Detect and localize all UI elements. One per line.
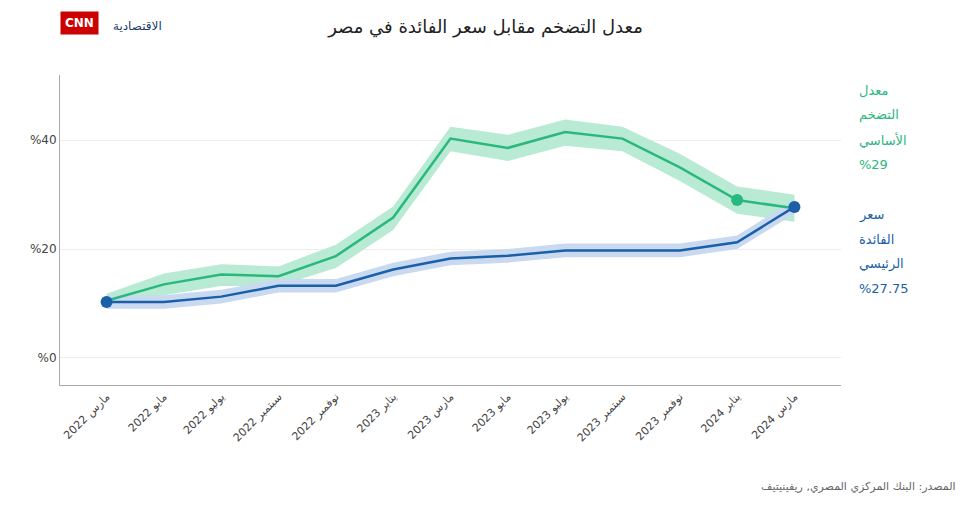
svg-text:%40: %40 bbox=[30, 133, 57, 147]
svg-text:يوليو 2023: يوليو 2023 bbox=[525, 391, 571, 437]
svg-text:الرئيسي: الرئيسي bbox=[859, 256, 904, 272]
svg-text:CNN: CNN bbox=[65, 16, 94, 30]
svg-text:مايو 2023: مايو 2023 bbox=[470, 390, 514, 434]
svg-text:معدل: معدل bbox=[859, 83, 889, 98]
svg-text:الاقتصادية: الاقتصادية bbox=[113, 19, 162, 33]
svg-text:معدل التضخم مقابل سعر الفائدة: معدل التضخم مقابل سعر الفائدة في مصر bbox=[327, 16, 643, 38]
svg-text:سعر: سعر bbox=[859, 207, 884, 223]
svg-text:%0: %0 bbox=[38, 351, 57, 365]
svg-text:يناير 2024: يناير 2024 bbox=[698, 391, 743, 436]
svg-text:مارس 2023: مارس 2023 bbox=[405, 390, 456, 441]
svg-text:التضخم: التضخم bbox=[859, 107, 899, 123]
svg-text:مارس 2024: مارس 2024 bbox=[749, 390, 800, 441]
svg-text:مايو 2022: مايو 2022 bbox=[126, 390, 170, 434]
svg-text:الفائدة: الفائدة bbox=[859, 232, 894, 247]
svg-text:المصدر: البنك المركزي المصري,: المصدر: البنك المركزي المصري, ريفينيتيف bbox=[761, 480, 956, 493]
svg-text:نوفمبر 2022: نوفمبر 2022 bbox=[289, 391, 342, 444]
svg-text:%20: %20 bbox=[30, 242, 57, 256]
svg-text:%29: %29 bbox=[859, 157, 888, 172]
svg-text:نوفمبر 2023: نوفمبر 2023 bbox=[633, 391, 686, 444]
svg-text:يوليو 2022: يوليو 2022 bbox=[181, 391, 227, 437]
svg-text:سبتمبر 2023: سبتمبر 2023 bbox=[575, 391, 629, 445]
svg-text:الأساسي: الأساسي bbox=[859, 132, 907, 148]
svg-text:%27.75: %27.75 bbox=[859, 281, 909, 296]
svg-text:مارس 2022: مارس 2022 bbox=[61, 390, 112, 441]
svg-text:سبتمبر 2022: سبتمبر 2022 bbox=[231, 391, 285, 445]
svg-text:يناير 2023: يناير 2023 bbox=[354, 391, 399, 436]
